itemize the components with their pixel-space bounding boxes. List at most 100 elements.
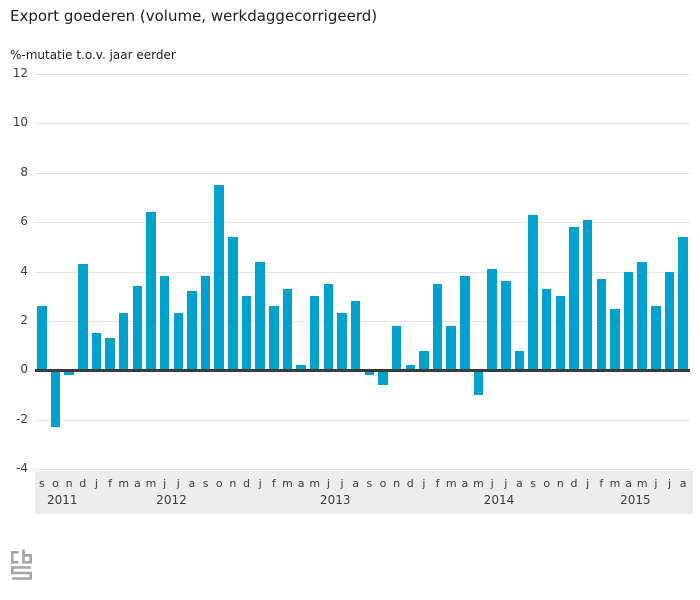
bar: [364, 370, 375, 376]
bar: [487, 269, 497, 371]
bar: [132, 286, 143, 371]
y-tick-label: 0: [20, 362, 28, 377]
x-tick-label: n: [229, 477, 237, 490]
x-tick-label: f: [599, 477, 604, 490]
bar: [309, 296, 320, 371]
bar: [214, 185, 224, 371]
x-tick-label: j: [422, 477, 426, 490]
x-tick-label: j: [94, 477, 98, 490]
bar: [350, 301, 361, 371]
gridline: [35, 123, 690, 125]
bar: [146, 212, 156, 371]
y-tick-label: 2: [20, 312, 28, 327]
bar: [582, 219, 593, 371]
bar: [405, 365, 415, 371]
bar: [391, 325, 402, 371]
bar: [78, 264, 88, 371]
x-tick-label: d: [79, 477, 87, 490]
x-tick-label: j: [258, 477, 262, 490]
x-tick-label: a: [297, 477, 305, 490]
bar: [105, 338, 115, 371]
bar: [514, 350, 525, 371]
gridline: [35, 419, 690, 421]
x-tick-label: a: [133, 477, 141, 490]
year-label: 2015: [620, 493, 651, 507]
bar: [118, 313, 129, 371]
bar: [241, 296, 252, 371]
plot-area: [35, 74, 690, 470]
x-tick-label: n: [393, 477, 401, 490]
x-tick-label: j: [654, 477, 658, 490]
bar: [255, 261, 265, 371]
bar: [173, 313, 184, 371]
bar: [378, 370, 388, 386]
x-tick-label: s: [366, 477, 373, 490]
bar: [200, 276, 211, 371]
gridline: [35, 271, 690, 273]
x-tick-label: m: [282, 477, 293, 490]
bar: [569, 227, 579, 371]
x-tick-label: n: [65, 477, 73, 490]
bar: [337, 313, 347, 371]
bar: [623, 271, 634, 371]
bar: [651, 306, 661, 371]
chart-title: Export goederen (volume, werkdaggecorrig…: [10, 7, 378, 25]
x-tick-label: a: [516, 477, 523, 490]
y-tick-label: -4: [16, 461, 28, 475]
gridline: [35, 320, 690, 322]
x-tick-label: o: [215, 477, 223, 490]
bar: [323, 283, 334, 371]
bar: [159, 276, 170, 371]
x-tick-label: m: [145, 477, 157, 490]
bar: [50, 370, 61, 428]
bar: [187, 291, 197, 371]
bar: [596, 278, 607, 371]
bar: [555, 296, 566, 371]
year-label: 2013: [319, 493, 351, 507]
bar: [446, 325, 456, 371]
bar: [637, 261, 647, 371]
x-tick-label: m: [473, 477, 484, 490]
chart-subtitle: %-mutatie t.o.v. jaar eerder: [10, 48, 176, 62]
bar: [501, 281, 511, 371]
gridline: [35, 222, 690, 224]
x-tick-label: a: [461, 477, 469, 490]
x-tick-label: d: [243, 477, 250, 490]
x-tick-label: m: [445, 477, 457, 490]
bar: [678, 236, 688, 371]
bar: [64, 370, 74, 376]
x-tick-label: o: [52, 477, 59, 490]
x-tick-label: s: [530, 477, 536, 490]
x-tick-label: a: [625, 477, 632, 490]
x-tick-label: a: [188, 477, 196, 490]
x-tick-label: m: [309, 477, 321, 490]
bar: [228, 236, 238, 371]
y-tick-label: 8: [20, 164, 28, 179]
year-label: 2011: [47, 493, 78, 507]
x-tick-label: s: [38, 477, 45, 490]
x-tick-label: j: [668, 477, 672, 490]
x-tick-label: a: [679, 477, 687, 490]
zero-axis-line: [35, 368, 690, 372]
x-tick-label: n: [556, 477, 564, 490]
bar: [37, 306, 47, 371]
x-tick-label: f: [435, 477, 440, 490]
bar: [296, 365, 306, 371]
x-tick-label: j: [163, 477, 167, 490]
x-tick-label: d: [406, 477, 414, 490]
y-tick-label: 4: [20, 263, 28, 278]
x-tick-label: m: [118, 477, 130, 490]
gridline: [35, 469, 690, 470]
y-tick-label: 12: [12, 66, 28, 80]
bar: [282, 288, 293, 371]
bar: [541, 288, 552, 371]
bar: [91, 333, 102, 371]
bar: [432, 283, 443, 371]
x-tick-label: j: [340, 477, 344, 490]
y-tick-label: -2: [16, 411, 28, 426]
year-label: 2014: [483, 493, 515, 507]
x-tick-label: j: [504, 477, 508, 490]
x-tick-label: o: [543, 477, 551, 490]
